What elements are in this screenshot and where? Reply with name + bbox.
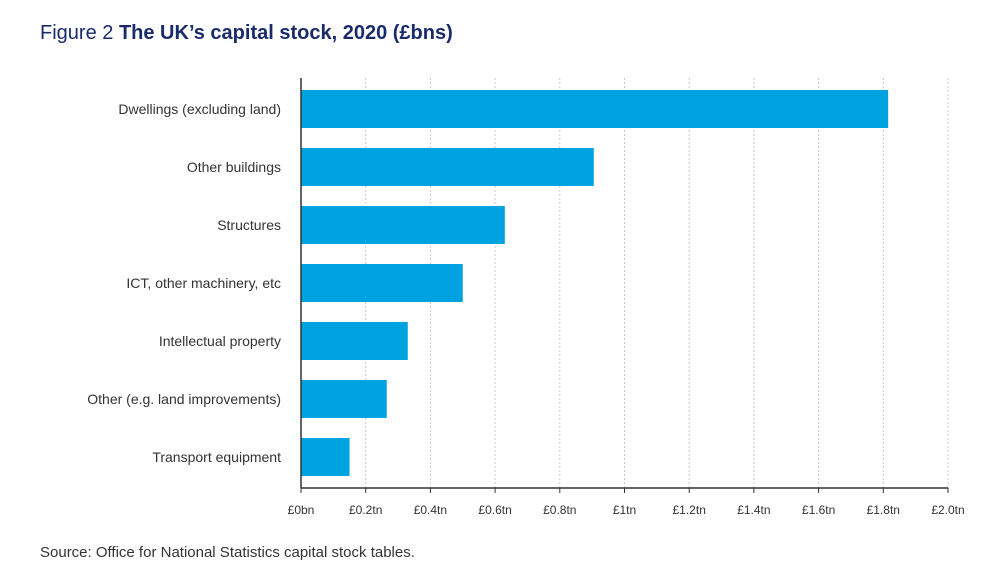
category-label-1: Other buildings [187, 159, 281, 175]
x-tick-label-1: £0.2tn [349, 503, 382, 517]
bar-6 [301, 438, 350, 476]
category-label-3: ICT, other machinery, etc [126, 275, 281, 291]
figure-label: Figure 2 [40, 22, 114, 44]
x-tick-label-0: £0bn [288, 503, 315, 517]
bar-5 [301, 380, 387, 418]
x-tick-label-8: £1.6tn [802, 503, 835, 517]
x-tick-label-2: £0.4tn [414, 503, 447, 517]
x-tick-label-10: £2.0tn [931, 503, 964, 517]
x-tick-label-6: £1.2tn [673, 503, 706, 517]
chart-title: Figure 2 The UK’s capital stock, 2020 (£… [40, 22, 453, 45]
bar-1 [301, 148, 594, 186]
category-label-2: Structures [217, 217, 281, 233]
category-label-5: Other (e.g. land improvements) [87, 391, 281, 407]
x-tick-label-5: £1tn [613, 503, 636, 517]
category-label-0: Dwellings (excluding land) [118, 101, 281, 117]
x-tick-label-9: £1.8tn [867, 503, 900, 517]
x-tick-label-3: £0.6tn [478, 503, 511, 517]
source-note: Source: Office for National Statistics c… [40, 544, 415, 561]
bar-2 [301, 206, 505, 244]
bar-0 [301, 90, 889, 128]
x-tick-label-4: £0.8tn [543, 503, 576, 517]
chart-title-text: The UK’s capital stock, 2020 (£bns) [118, 22, 453, 44]
x-tick-label-7: £1.4tn [737, 503, 770, 517]
category-label-4: Intellectual property [159, 333, 281, 349]
bar-3 [301, 264, 463, 302]
category-label-6: Transport equipment [152, 449, 281, 465]
bar-4 [301, 322, 408, 360]
